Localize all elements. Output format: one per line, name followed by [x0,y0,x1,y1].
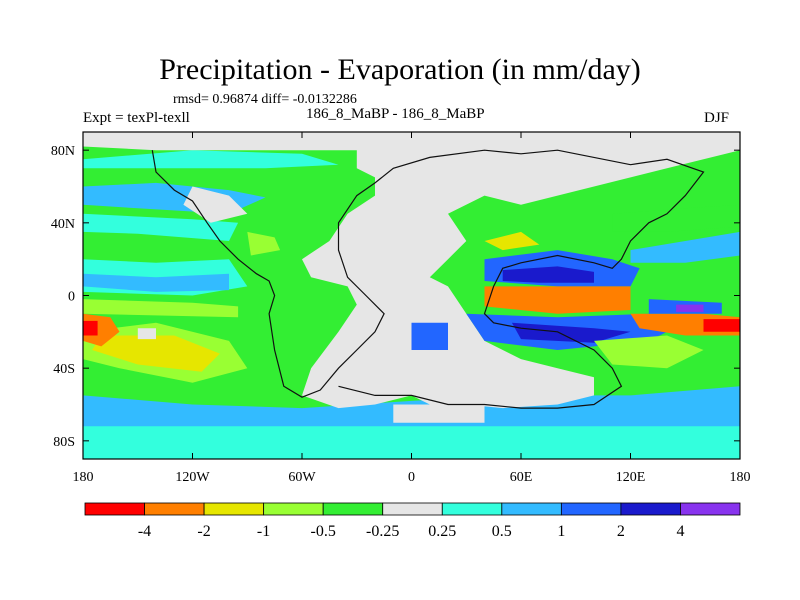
y-tick-label: 40S [53,362,75,377]
se-pacific-yellow [92,335,220,372]
land-mass [83,132,740,409]
eq-pacific-blue [83,273,229,292]
colorbar-label: 1 [557,523,565,540]
colorbar-label: -2 [197,523,210,540]
season-label: DJF [704,110,730,126]
colorbar-swatch [620,502,681,516]
colorbar-swatch [560,502,622,516]
n-pacific-cyan [83,213,239,241]
sw-pacific-red [83,320,98,336]
se-tethys-green [594,335,704,369]
gulf-green [247,231,281,256]
nw-pacific-green [612,204,740,232]
colorbar-label: -0.25 [366,523,399,540]
polar-band [83,426,740,459]
x-tick-label: 0 [408,470,415,485]
nw-pacific-blue [630,231,740,263]
stats-text: rmsd= 0.96874 diff= -0.0132286 [173,92,357,107]
colorbar-label: 2 [617,523,625,540]
colorbar-label: 0.25 [428,523,456,540]
colorbar-label: -4 [138,523,151,540]
arctic-cyan [83,150,339,169]
map-field [83,132,740,459]
desert-yellow [484,231,540,251]
colorbar-swatch [501,502,562,516]
colorbar-swatch [441,502,503,516]
colorbar-label: -0.5 [311,523,336,540]
colorbar: -4 -2 -1 -0.5 -0.25 0.25 0.5 1 2 4 [84,502,741,540]
x-axis: 180 120W 60W 0 60E 120E 180 [73,132,751,485]
y-tick-label: 80N [51,144,75,159]
w-pacific-red [703,319,740,332]
colorbar-swatch [84,502,145,516]
y-tick-label: 80S [53,435,75,450]
chart-subtitle: 186_8_MaBP - 186_8_MaBP [306,106,485,122]
x-tick-label: 180 [730,470,751,485]
tethys-orange-core [521,295,594,305]
x-tick-label: 60W [288,470,316,485]
colorbar-swatch [382,502,443,516]
pacific-island-gray [137,328,156,340]
x-tick-label: 60E [510,470,533,485]
colorbar-swatch [680,502,741,516]
n-america-interior [183,186,248,223]
w-pacific-purple [676,304,704,312]
colorbar-swatch [144,502,205,516]
sw-tethys-blue [411,322,448,350]
eq-pacific-green [83,299,239,318]
antarctic-gray [393,404,485,423]
colorbar-swatch [203,502,265,516]
colorbar-label: -1 [257,523,270,540]
x-tick-label: 120E [616,470,646,485]
chart-title: Precipitation - Evaporation (in mm/day) [159,53,641,86]
colorbar-swatch [263,502,324,516]
s-tethys-darkblue [511,322,631,343]
y-tick-label: 0 [68,290,75,305]
x-tick-label: 180 [73,470,94,485]
y-axis: 80N 40N 0 40S 80S [51,144,740,450]
y-tick-label: 40N [51,217,75,232]
coastline [151,149,705,409]
colorbar-label: 4 [677,523,685,540]
x-tick-label: 120W [175,470,210,485]
experiment-label: Expt = texPl-texll [83,110,190,126]
colorbar-swatch [322,502,384,516]
coastline-path [151,149,705,409]
colorbar-label: 0.5 [492,523,512,540]
n-tethys-darkblue [502,266,594,283]
